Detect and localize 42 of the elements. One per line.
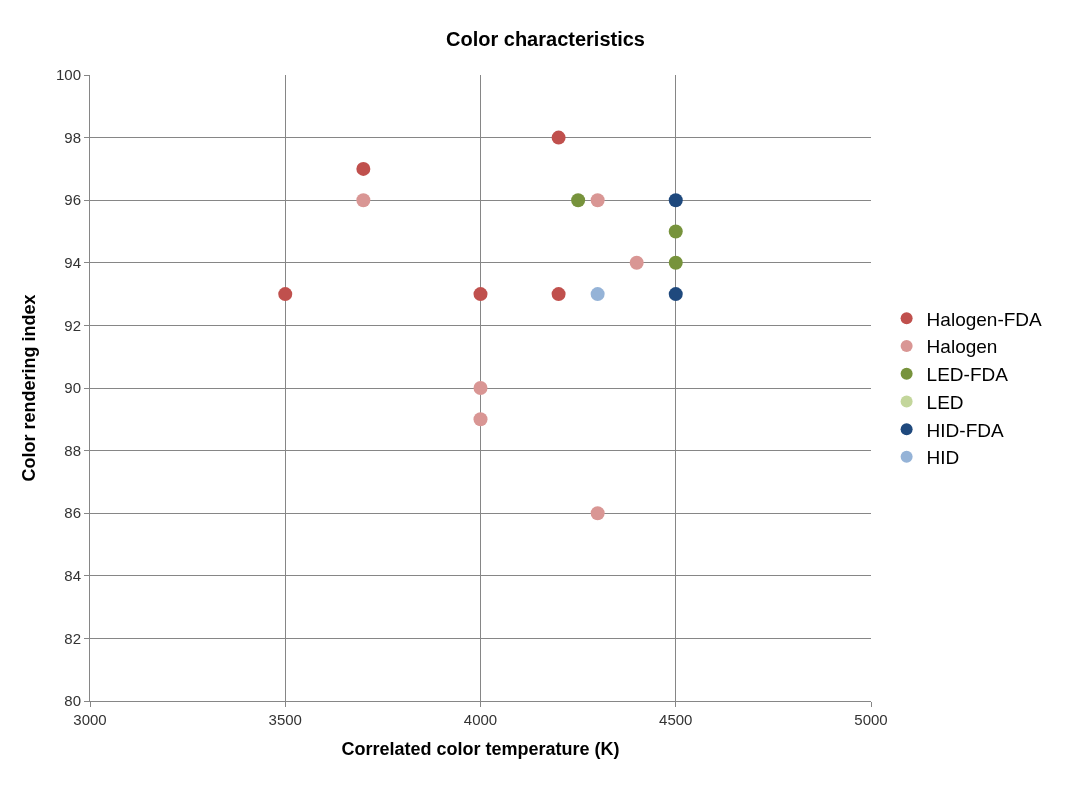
legend-label: Halogen-FDA [926, 308, 1043, 330]
y-tick-label: 100 [55, 66, 81, 84]
y-axis-title: Color rendering index [19, 294, 40, 482]
legend-label: LED [926, 391, 964, 413]
x-axis-title: Correlated color temperature (K) [341, 739, 620, 760]
point [668, 255, 683, 270]
point [590, 193, 605, 208]
y-tick-label: 98 [64, 128, 81, 146]
x-tick-label: 4500 [659, 711, 693, 728]
x-tick-label: 4000 [463, 711, 498, 728]
point [473, 381, 488, 395]
legend-label: HID-FDA [926, 419, 1004, 441]
point [668, 193, 683, 208]
y-tick-label: 94 [64, 254, 81, 272]
y-tick-label: 84 [64, 567, 81, 585]
y-tick-label: 90 [64, 379, 81, 397]
point [590, 506, 605, 521]
legend-label: Halogen [926, 336, 998, 358]
x-tick-label: 3000 [73, 711, 107, 728]
x-tick-label: 5000 [854, 711, 888, 728]
point [551, 130, 566, 145]
legend-label: LED-FDA [926, 364, 1009, 386]
point [278, 287, 293, 302]
y-tick-label: 80 [64, 692, 81, 710]
point [473, 287, 488, 302]
y-tick-label: 82 [64, 629, 81, 647]
point [629, 255, 644, 270]
point [668, 287, 683, 302]
legend-label: HID [926, 447, 960, 469]
y-tick-label: 88 [64, 441, 81, 459]
point [571, 193, 586, 208]
x-tick-label: 3500 [268, 711, 302, 728]
point [356, 161, 371, 176]
y-tick-label: 92 [64, 316, 81, 334]
point [473, 412, 488, 427]
y-tick-label: 96 [64, 191, 81, 209]
point [551, 287, 566, 302]
y-tick-label: 86 [64, 504, 81, 522]
point [590, 287, 605, 302]
point [668, 224, 683, 239]
chart-title: Color characteristics [446, 27, 645, 50]
point [356, 193, 371, 208]
